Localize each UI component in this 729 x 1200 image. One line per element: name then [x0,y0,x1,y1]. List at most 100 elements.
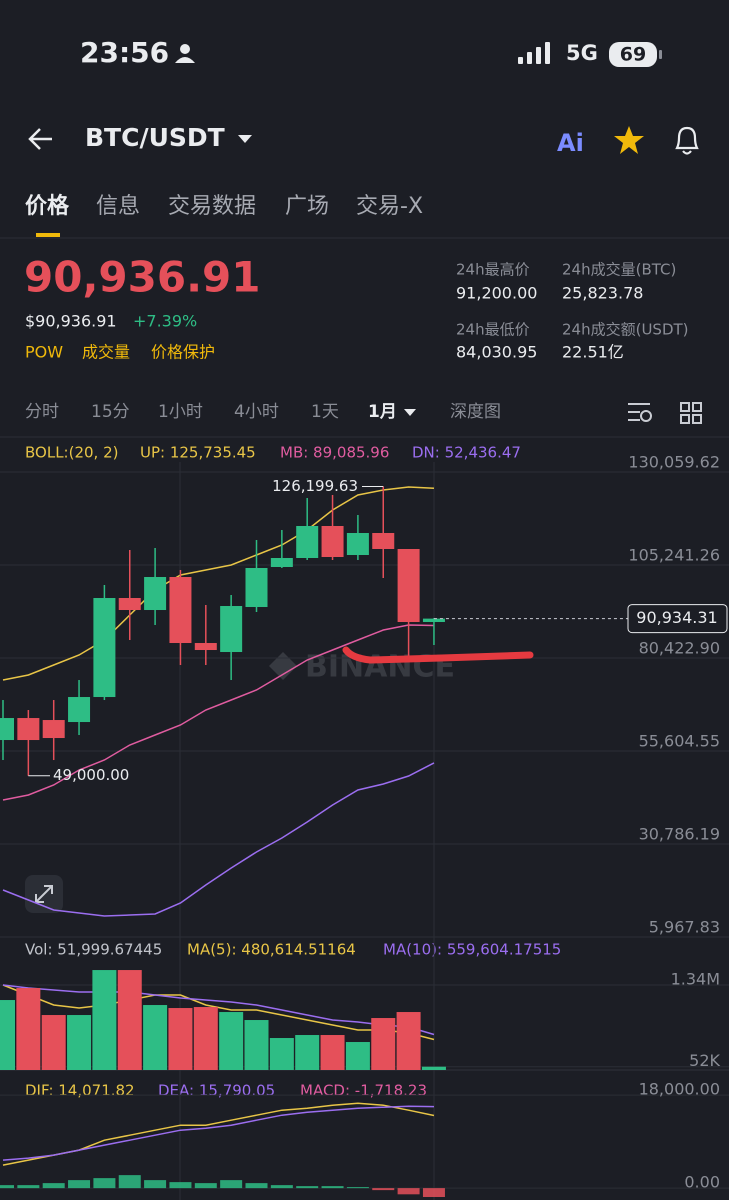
volume-bar [168,1008,193,1070]
candle-body [372,532,395,550]
candle-body [346,532,369,555]
interval[interactable]: 1小时 [158,402,203,422]
watermark-text: BINANCE [305,650,455,685]
candle-body [17,718,40,741]
ai-button[interactable]: Ai [557,129,584,157]
high-label: 126,199.63 [272,477,358,495]
macd-bar [118,1175,141,1189]
stat-value: 22.51亿 [562,343,624,362]
battery-tip [659,50,662,59]
volume-bar [16,988,41,1070]
macd-legend: MACD: -1,718.23 [300,1082,427,1100]
indicator-legend: BOLL:(20, 2) [25,444,118,462]
indicator-legend: UP: 125,735.45 [140,444,256,462]
volume-bar [371,1018,396,1070]
macd-bar [397,1188,420,1195]
interval-dropdown[interactable] [404,409,416,416]
tag[interactable]: 成交量 [82,343,130,362]
volume-bar [117,970,142,1070]
y-tick-label: 5,967.83 [649,918,720,937]
candle-body [0,718,14,741]
macd-bar [17,1185,40,1189]
volume-bar [67,1015,92,1070]
tab[interactable]: 广场 [285,194,329,219]
macd-bar [68,1180,91,1189]
pair-dropdown[interactable] [238,135,252,143]
macd-bar [321,1186,344,1189]
pair-title[interactable]: BTC/USDT [85,123,225,152]
layout-button[interactable] [680,402,702,424]
candle-body [93,598,116,698]
volume-bar [193,1007,218,1070]
volume-bar [41,1015,66,1070]
interval[interactable]: 深度图 [450,402,501,422]
tab[interactable]: 交易-X [356,194,423,219]
candle-body [194,643,217,651]
y-tick-label: 1.34M [671,970,720,989]
y-tick-label: 0.00 [684,1173,720,1192]
volume-bar [421,1066,446,1070]
volume-legend: MA(5): 480,614.51164 [187,941,356,959]
last-price-box [627,604,728,634]
macd-bar [346,1187,369,1189]
candle-body [422,618,445,623]
clock: 23:56 [80,36,169,69]
volume-bar [320,1035,345,1070]
tag[interactable]: 价格保护 [151,343,215,362]
macd-bar [270,1185,293,1189]
volume-bar [143,1005,168,1070]
indicator-line [2,984,435,1036]
indicator-line [2,762,435,917]
candle-body [42,720,65,739]
macd-legend: DIF: 14,071.82 [25,1082,135,1100]
expand-button[interactable] [25,875,63,913]
tag[interactable]: POW [25,343,63,362]
macd-bar [144,1180,167,1189]
y-tick-label: 105,241.26 [628,546,720,565]
tab-indicator [36,233,60,237]
candle-body [169,577,192,644]
candle-body [144,577,167,611]
candle-body [245,568,268,608]
macd-bar [93,1178,116,1189]
favorite-star[interactable] [614,126,644,154]
volume-bar [295,1035,320,1070]
interval[interactable]: 15分 [91,402,130,422]
volume-bar [219,1012,244,1070]
macd-bar [220,1180,243,1189]
volume-bar [0,1000,15,1070]
hand-drawn-annotation [342,646,534,664]
macd-bar [42,1183,65,1189]
watermark: BINANCE [269,650,455,685]
y-tick-label: 30,786.19 [639,825,720,844]
tab[interactable]: 价格 [25,193,70,219]
battery-level: 69 [620,44,646,66]
back-button[interactable] [28,128,52,150]
battery-icon [609,42,657,67]
indicator-legend: DN: 52,436.47 [412,444,521,462]
chart-marks: 130,059.62 105,241.26 80,422.90 55,604.55 30… [0,453,729,1197]
candle-body [397,549,420,623]
tab[interactable]: 交易数据 [168,194,256,219]
indicator-line [2,486,435,681]
interval[interactable]: 分时 [25,402,59,422]
interval[interactable]: 1天 [311,402,339,422]
candle-body [296,525,319,559]
y-tick-label: 18,000.00 [639,1080,720,1099]
interval-active[interactable]: 1月 [368,402,397,422]
indicator-line [2,624,435,801]
network: 5G [566,41,598,65]
macd-bar [169,1182,192,1189]
volume-legend: Vol: 51,999.67445 [25,941,162,959]
alert-bell[interactable] [675,126,699,155]
macd-bar [372,1188,395,1191]
tab[interactable]: 信息 [96,194,140,219]
macd-bar [0,1185,14,1189]
interval[interactable]: 4小时 [234,402,279,422]
macd-bar [422,1188,445,1197]
indicator-settings[interactable] [628,403,652,422]
person-icon [175,44,195,63]
stat-value: 91,200.00 [456,284,537,303]
stat-label: 24h成交量(BTC) [562,261,676,279]
